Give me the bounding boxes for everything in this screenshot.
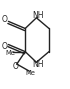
Text: O: O	[1, 15, 7, 24]
Text: Me: Me	[26, 70, 36, 76]
Text: O: O	[12, 62, 18, 71]
Text: NH: NH	[32, 60, 44, 70]
Text: O: O	[1, 42, 7, 51]
Text: NH: NH	[32, 11, 44, 20]
Text: Me: Me	[6, 49, 15, 56]
